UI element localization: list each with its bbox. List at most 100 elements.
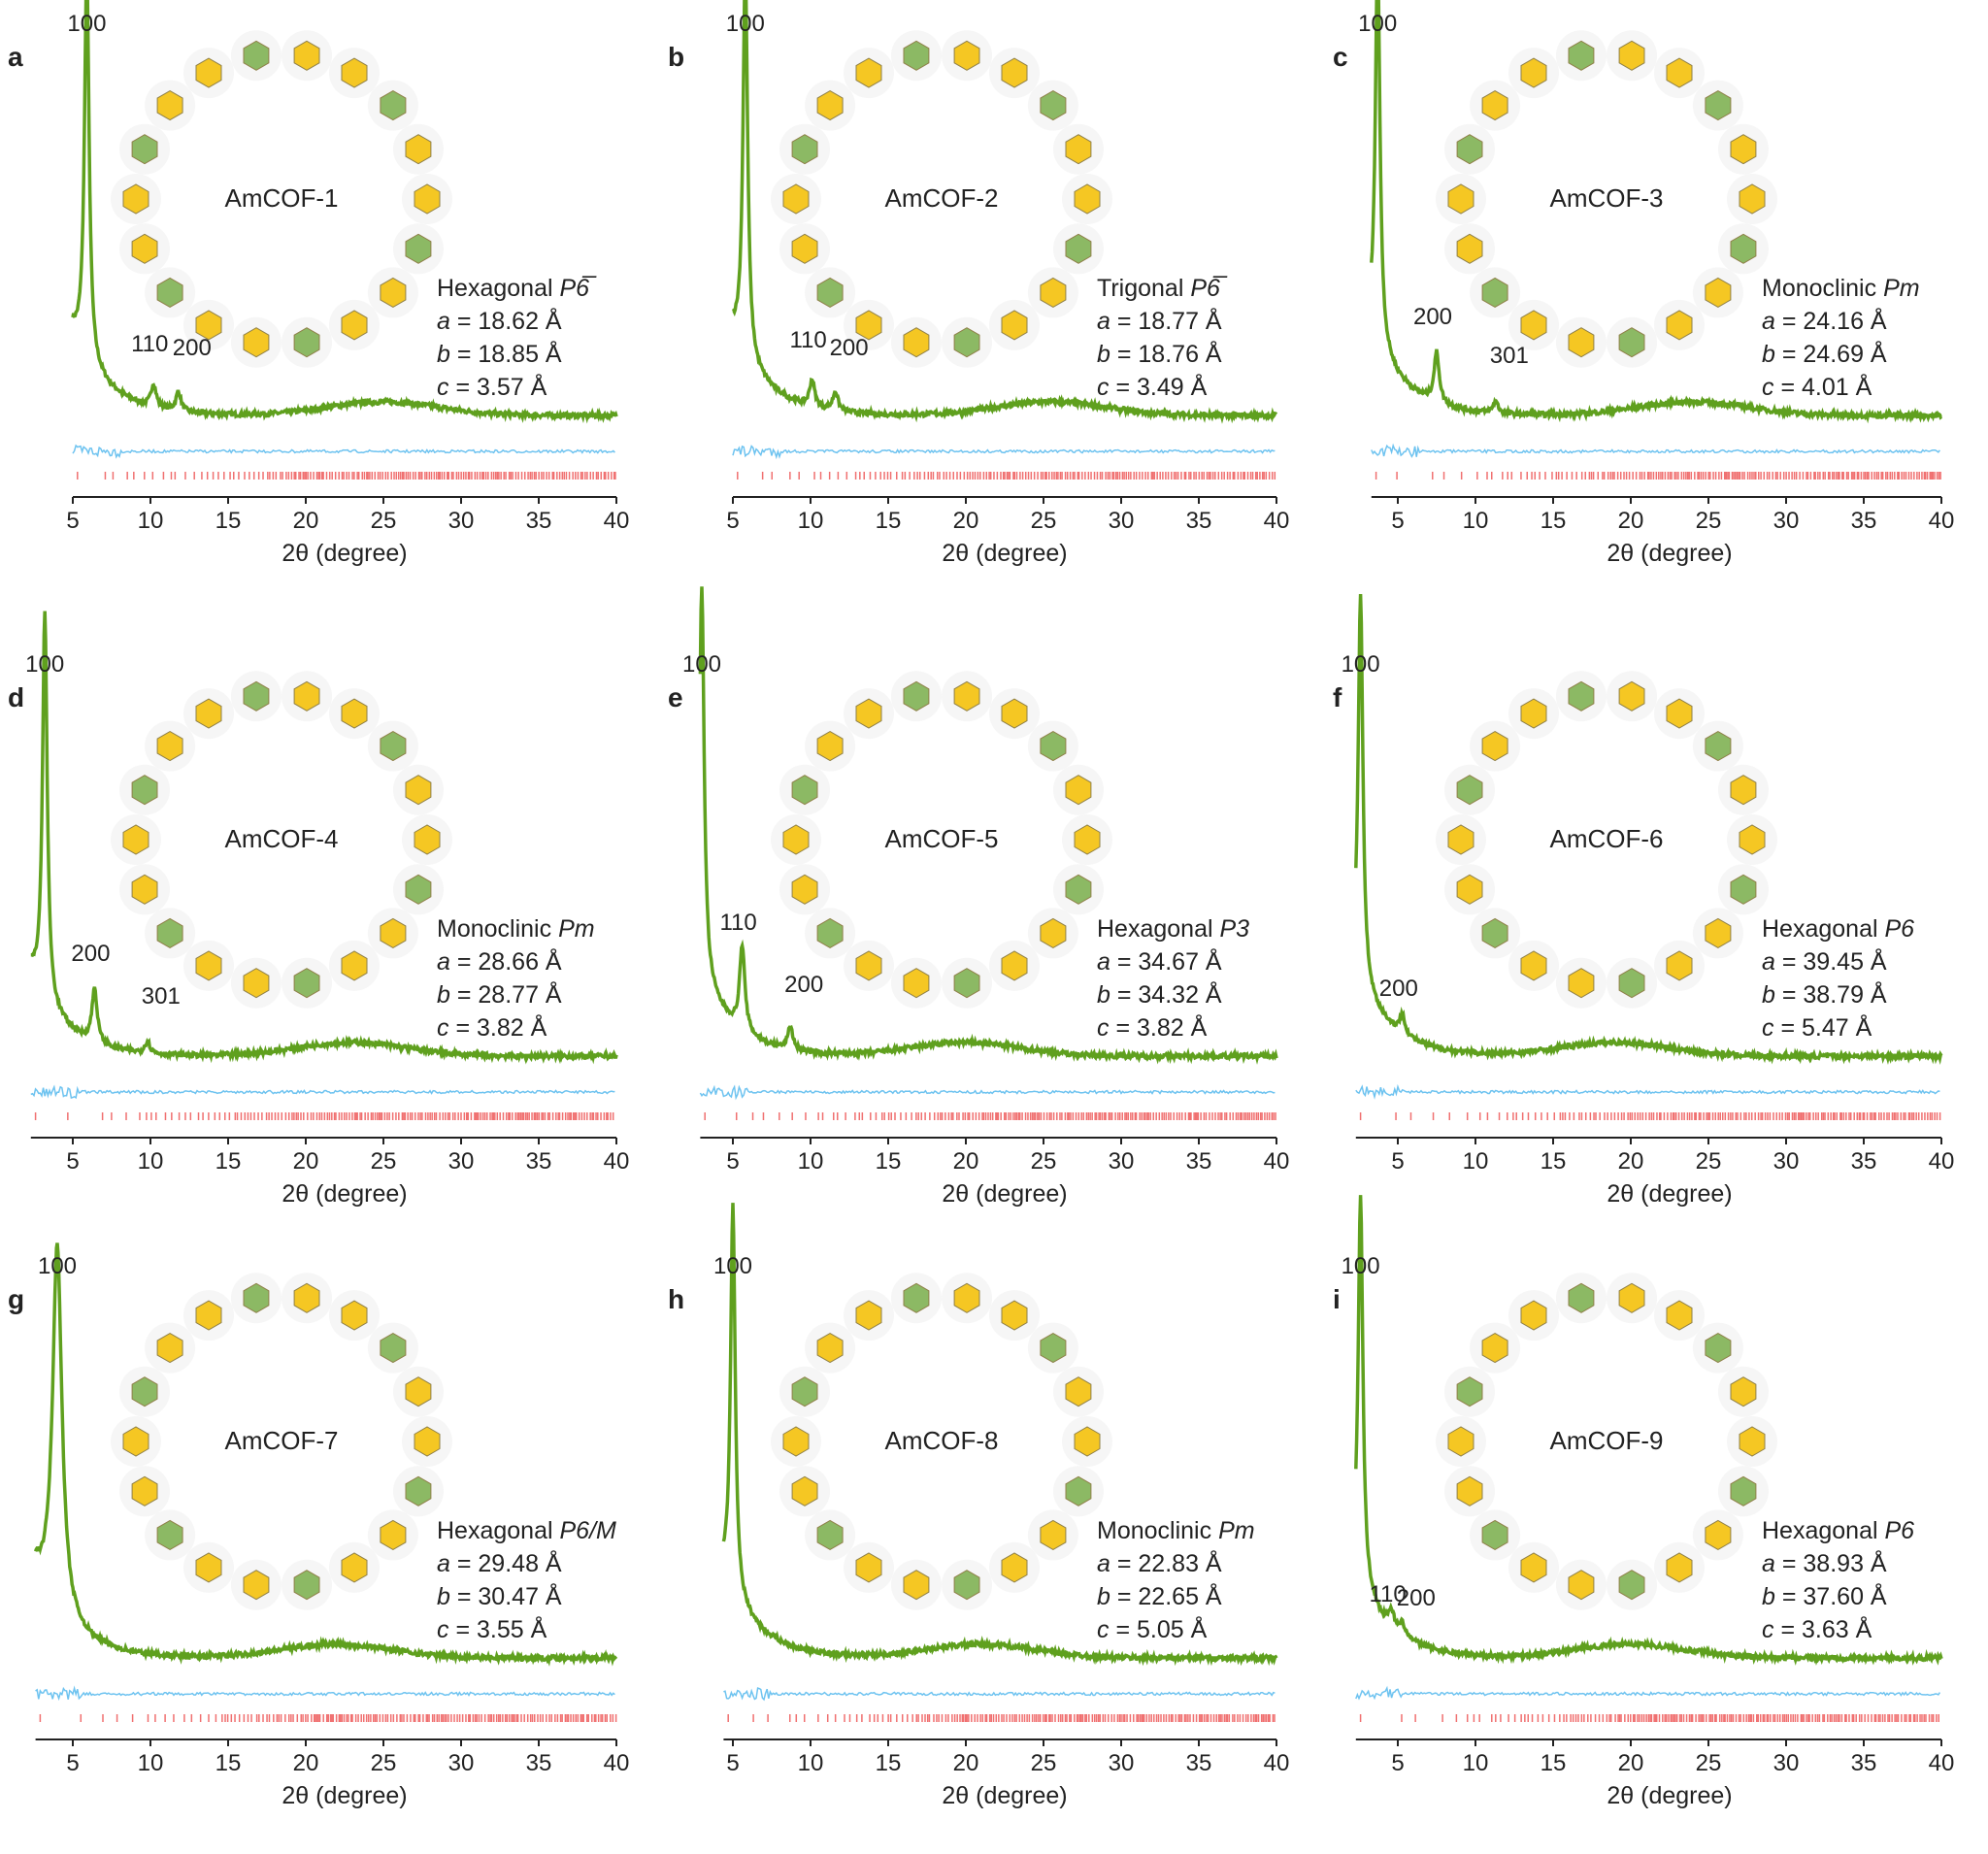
- ring-icon: [855, 310, 882, 341]
- cof-name: AmCOF-4: [225, 824, 339, 853]
- experimental-pattern: [731, 0, 1278, 424]
- x-axis-label: 2θ (degree): [942, 540, 1067, 567]
- ring-icon: [1456, 1475, 1483, 1506]
- ring-icon: [122, 824, 149, 855]
- lattice-a-value: 28.66 Å: [478, 946, 562, 976]
- ring-icon: [341, 1552, 368, 1583]
- x-tick-label: 40: [1929, 1148, 1955, 1175]
- bragg-positions: [1359, 1112, 1941, 1120]
- crystal-system-name: Trigonal: [1097, 275, 1183, 302]
- peak-label-200: 200: [830, 335, 869, 361]
- ring-icon: [1040, 731, 1067, 762]
- ring-icon: [791, 775, 818, 806]
- crystal-system-name: Monoclinic: [437, 915, 551, 943]
- ring-icon: [782, 183, 810, 215]
- peak-label-301: 301: [142, 983, 181, 1010]
- peak-label-110: 110: [1369, 1581, 1406, 1607]
- space-group: P6̅: [1190, 275, 1228, 302]
- lattice-symbol: c: [437, 1014, 449, 1042]
- cof-structure: [111, 1273, 452, 1610]
- ring-icon: [243, 1282, 270, 1313]
- ring-icon: [1481, 1519, 1508, 1550]
- ring-icon: [156, 1519, 183, 1550]
- x-tick-label: 5: [66, 508, 79, 534]
- lattice-b-value: 30.47 Å: [478, 1581, 562, 1610]
- lattice-a: a = 28.66 Å: [437, 946, 562, 976]
- ring-icon: [1730, 233, 1757, 264]
- ring-icon: [1666, 1552, 1693, 1583]
- ring-icon: [855, 950, 882, 981]
- peak-label-110: 110: [719, 910, 756, 936]
- ring-icon: [195, 57, 222, 88]
- ring-icon: [1730, 874, 1757, 905]
- ring-icon: [1481, 731, 1508, 762]
- peak-label-110: 110: [789, 327, 826, 353]
- ring-icon: [791, 874, 818, 905]
- panel-e: e AmCOF-5 100 110 200 5 10 15 20 25 30 35 40 2θ (degr…: [668, 586, 1289, 1208]
- lattice-a-value: 18.62 Å: [478, 306, 562, 335]
- lattice-a: a = 22.83 Å: [1097, 1548, 1222, 1577]
- ring-icon: [380, 277, 407, 308]
- difference-curve: [35, 1685, 615, 1702]
- lattice-a: a = 24.16 Å: [1762, 306, 1887, 335]
- lattice-c-value: 3.55 Å: [477, 1614, 547, 1643]
- lattice-symbol: b: [437, 1583, 450, 1610]
- x-tick-label: 15: [876, 1148, 902, 1175]
- ring-icon: [1447, 183, 1474, 215]
- x-tick-label: 30: [448, 508, 475, 534]
- lattice-symbol: a: [1097, 948, 1110, 976]
- ring-icon: [341, 1300, 368, 1331]
- lattice-b: b = 30.47 Å: [437, 1581, 562, 1610]
- ring-icon: [1001, 698, 1028, 729]
- lattice-a: a = 39.45 Å: [1762, 946, 1887, 976]
- cof-name: AmCOF-7: [225, 1426, 339, 1455]
- lattice-c: c = 4.01 Å: [1762, 372, 1872, 401]
- x-tick-label: 10: [138, 508, 164, 534]
- ring-icon: [131, 1475, 158, 1506]
- x-tick-label: 25: [371, 508, 397, 534]
- ring-icon: [1456, 233, 1483, 264]
- crystal-system: Hexagonal P6̅: [437, 275, 597, 302]
- x-tick-label: 30: [448, 1148, 475, 1175]
- ring-icon: [953, 327, 980, 358]
- bragg-positions: [77, 472, 616, 480]
- x-tick-label: 5: [1391, 1148, 1404, 1175]
- lattice-c-value: 4.01 Å: [1802, 372, 1872, 401]
- lattice-b: b = 24.69 Å: [1762, 339, 1887, 368]
- ring-icon: [1618, 1570, 1645, 1601]
- experimental-pattern: [721, 1203, 1278, 1667]
- ring-icon: [380, 90, 407, 121]
- ring-icon: [1520, 310, 1547, 341]
- x-tick-label: 30: [1773, 1750, 1800, 1776]
- ring-icon: [903, 1570, 930, 1601]
- x-tick-label: 20: [1618, 1148, 1644, 1175]
- lattice-a: a = 29.48 Å: [437, 1548, 562, 1577]
- panel-g: g AmCOF-7 100 5 10 15 20 25 30 35 40 2θ (degree) Hex…: [8, 1242, 629, 1809]
- difference-curve: [699, 1084, 1276, 1101]
- ring-icon: [953, 968, 980, 999]
- ring-icon: [1618, 40, 1645, 71]
- space-group: P3: [1219, 915, 1249, 943]
- cof-structure: [771, 30, 1112, 368]
- ring-icon: [1730, 775, 1757, 806]
- crystal-system-name: Hexagonal: [437, 1517, 553, 1544]
- ring-icon: [1730, 1475, 1757, 1506]
- ring-icon: [1481, 90, 1508, 121]
- ring-icon: [131, 874, 158, 905]
- x-tick-label: 20: [1618, 1750, 1644, 1776]
- ring-icon: [1040, 277, 1067, 308]
- x-tick-label: 5: [726, 1148, 739, 1175]
- ring-icon: [293, 40, 320, 71]
- bragg-positions: [39, 1714, 617, 1722]
- x-tick-label: 15: [215, 1750, 242, 1776]
- ring-icon: [1001, 310, 1028, 341]
- x-tick-label: 30: [1773, 508, 1800, 534]
- ring-icon: [293, 968, 320, 999]
- lattice-b: b = 22.65 Å: [1097, 1581, 1222, 1610]
- x-tick-label: 5: [66, 1750, 79, 1776]
- peak-label-100: 100: [1342, 1253, 1380, 1279]
- lattice-c-value: 3.82 Å: [1137, 1012, 1208, 1042]
- crystal-system-name: Hexagonal: [1762, 915, 1878, 943]
- peak-label-100: 100: [1342, 651, 1380, 678]
- space-group: P6: [1884, 915, 1914, 943]
